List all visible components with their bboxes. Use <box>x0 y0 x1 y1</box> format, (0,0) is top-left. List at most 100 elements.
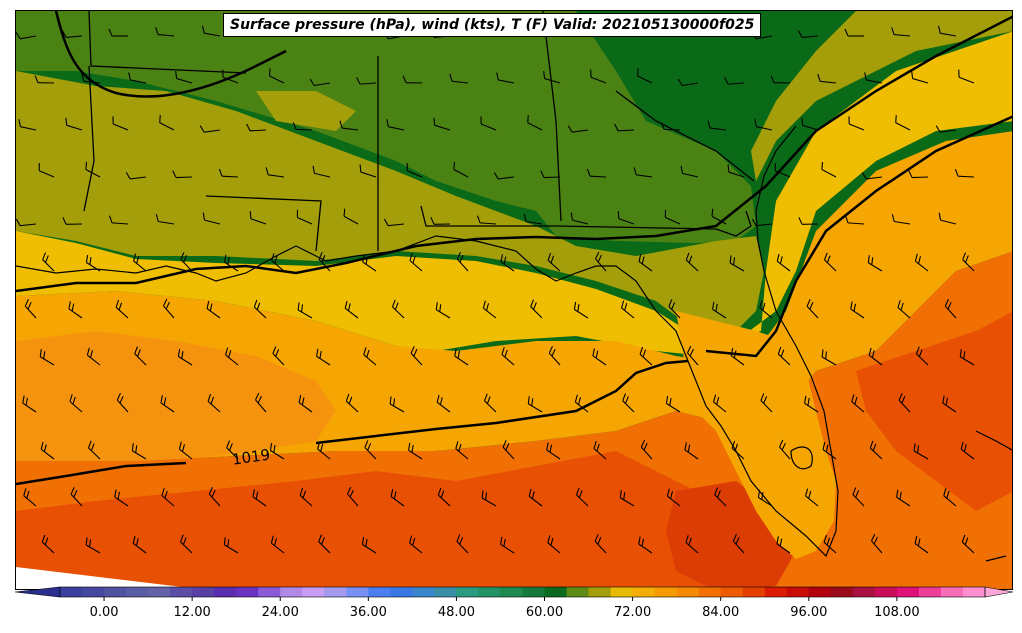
wind-barb <box>318 534 331 554</box>
wind-barb <box>86 347 101 366</box>
colorbar-cell <box>500 587 523 597</box>
wind-barb <box>480 116 497 131</box>
colorbar-cell <box>720 587 744 597</box>
wind-barb <box>69 394 83 413</box>
wind-barb <box>851 394 865 413</box>
wind-barb <box>595 251 607 272</box>
wind-barb <box>41 534 55 554</box>
wind-barb <box>617 211 635 225</box>
wind-barb <box>134 346 147 366</box>
colorbar-under-arrow <box>14 586 61 598</box>
wind-barb <box>530 299 543 319</box>
wind-barb <box>707 120 727 131</box>
wind-barb <box>779 439 791 460</box>
wind-barb <box>347 486 359 507</box>
wind-barb <box>712 301 727 319</box>
colorbar-tick-label: 12.00 <box>174 605 211 620</box>
wind-barb <box>309 78 331 87</box>
wind-barb <box>116 392 129 413</box>
wind-barb <box>493 172 515 180</box>
wind-barb <box>500 254 515 272</box>
colorbar-cell <box>544 587 568 597</box>
wind-barb <box>42 252 55 272</box>
wind-barb <box>895 115 911 131</box>
colorbar-cell <box>214 587 237 597</box>
wind-barb <box>481 490 497 507</box>
wind-barb <box>85 537 101 554</box>
colorbar-cell <box>104 587 127 597</box>
wind-barb <box>500 536 515 554</box>
colorbar-cell <box>654 587 678 597</box>
wind-barb <box>592 348 607 366</box>
wind-barb <box>619 490 635 507</box>
wind-barb <box>318 252 331 272</box>
wind-barb <box>908 170 929 179</box>
wind-barb <box>570 212 589 225</box>
wind-barb <box>593 441 607 460</box>
wind-barb <box>943 488 957 507</box>
wind-barb <box>567 125 589 133</box>
wind-barb <box>409 253 423 272</box>
wind-barb <box>482 300 497 319</box>
wind-barb <box>201 25 221 37</box>
wind-barb <box>729 255 745 272</box>
colorbar-cell <box>324 587 347 597</box>
wind-barb <box>754 119 773 131</box>
wind-barb <box>546 442 561 460</box>
wind-barb <box>685 535 699 554</box>
colorbar-cell <box>852 587 876 597</box>
wind-barb <box>344 300 359 319</box>
wind-barb <box>730 348 745 366</box>
colorbar-cell <box>82 587 105 597</box>
wind-barb <box>364 440 377 460</box>
wind-barb <box>207 393 221 413</box>
wind-barb <box>590 69 607 84</box>
wind-barb <box>959 349 975 366</box>
wind-barb <box>914 536 929 554</box>
wind-barb <box>81 73 101 84</box>
wind-barb <box>961 534 975 554</box>
temperature-band-green-west <box>16 11 436 121</box>
temperature-band-olive-sw <box>256 91 356 131</box>
wind-barb <box>68 301 83 319</box>
wind-barb <box>732 533 745 554</box>
wind-barb <box>272 346 285 366</box>
wind-barb <box>316 348 331 366</box>
wind-barb <box>218 168 239 178</box>
wind-barb <box>731 440 745 460</box>
wind-barb <box>714 487 727 507</box>
wind-barb <box>85 161 101 178</box>
wind-barb <box>345 393 359 413</box>
wind-barb <box>177 348 193 366</box>
wind-barb <box>677 78 699 87</box>
colorbar-cell <box>434 587 457 597</box>
wind-barb <box>942 395 957 413</box>
wind-barb <box>798 217 819 225</box>
no-data-wedge <box>16 567 200 589</box>
wind-barb <box>760 393 773 413</box>
colorbar-cell <box>632 587 656 597</box>
wind-barb <box>665 395 681 413</box>
colorbar: 0.00 12.00 24.00 36.00 48.00 60.00 72.00 84.00 9… <box>14 586 1014 620</box>
colorbar-cell <box>610 587 634 597</box>
wind-barb <box>477 215 497 225</box>
colorbar-tick-label: 36.00 <box>350 605 387 620</box>
wind-barb <box>944 298 957 319</box>
colorbar-cell <box>236 587 259 597</box>
colorbar-cell <box>192 587 215 597</box>
wind-barb <box>202 212 221 225</box>
wind-barb <box>390 489 405 507</box>
wind-barb <box>757 489 773 507</box>
wind-barb <box>954 168 975 178</box>
wind-barb <box>621 300 635 319</box>
wind-barb <box>175 70 193 84</box>
wind-barb <box>574 394 589 413</box>
wind-barb <box>317 441 331 460</box>
wind-barb <box>871 533 883 554</box>
wind-barb <box>573 301 589 319</box>
wind-barb <box>128 72 147 84</box>
wind-barb <box>637 68 653 84</box>
colorbar-tick-label: 0.00 <box>90 605 119 620</box>
colorbar-cell <box>258 587 281 597</box>
wind-barb <box>362 254 377 272</box>
